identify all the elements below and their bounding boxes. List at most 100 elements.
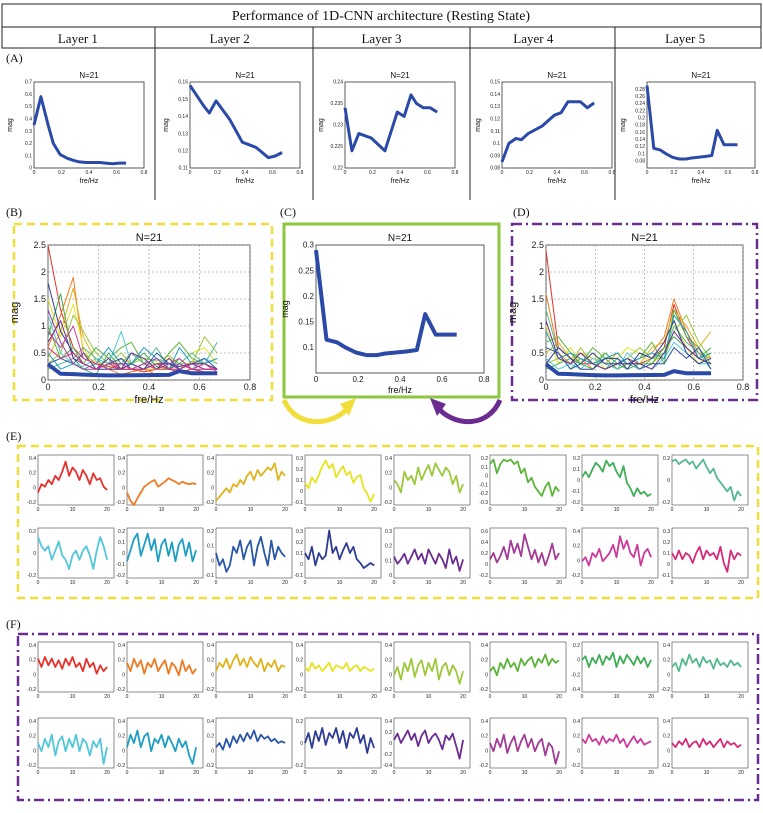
mini-chart-E-0-0: 0.4 0.2 0 -0.2: [27, 454, 115, 506]
mini-y-tick-label: 0.4: [207, 719, 214, 725]
x-tick-label: 0.4: [143, 382, 156, 392]
mini-series-line: [489, 653, 560, 677]
layer-header-2: Layer 2: [210, 31, 250, 46]
mini-y-tick-label: 0: [485, 748, 488, 754]
mini-plot-area: [671, 641, 749, 693]
mini-series-line: [489, 733, 560, 765]
mini-y-tick-label: 0: [300, 562, 303, 568]
mini-x-tick-label: 0: [581, 770, 584, 776]
mini-x-tick-label: 0: [671, 694, 674, 700]
mini-plot-area: [126, 454, 204, 506]
mini-x-tick-label: 20: [460, 694, 466, 700]
mini-x-tick-label: 20: [193, 770, 199, 776]
series-line: [645, 85, 738, 161]
mini-y-tick-label: 0.2: [481, 658, 488, 664]
mini-y-tick-label: 0.4: [481, 643, 488, 649]
mini-x-tick-label: 10: [522, 770, 528, 776]
mini-plot-area: [304, 717, 382, 769]
mini-chart-E-1-3: 0.3 0.2 0.1 0 -0.1: [294, 527, 382, 579]
x-tick-label: 0.2: [526, 170, 533, 176]
chart-title: N=21: [235, 71, 255, 80]
y-tick-label: 0: [539, 375, 544, 385]
mini-y-tick-label: 0: [33, 748, 36, 754]
x-tick-label: 0.6: [193, 382, 206, 392]
x-tick-label: 0.2: [671, 170, 678, 176]
mini-plot-area: [489, 717, 567, 769]
mini-x-tick-label: 20: [556, 507, 562, 513]
mini-y-tick-label: -0.2: [294, 763, 303, 769]
mini-chart-E-0-7: 0.2 0 -0.2: [661, 454, 749, 506]
mini-y-tick-label: 0: [667, 478, 670, 484]
y-tick-label: 0.15: [298, 317, 314, 326]
mini-y-tick-label: 0.4: [385, 719, 392, 725]
chart-title: N=21: [390, 71, 410, 80]
mini-y-tick-label: -0.2: [294, 687, 303, 693]
series-line: [32, 95, 127, 166]
mini-y-tick-label: 0.2: [118, 734, 125, 740]
x-tick-label: 0.4: [638, 382, 651, 392]
mini-y-tick-label: 0.2: [663, 456, 670, 462]
x-tick-label: 0.4: [242, 170, 249, 176]
mini-y-tick-label: -0.2: [571, 573, 580, 579]
y-tick-label: 0.5: [25, 104, 32, 110]
y-axis-label: mag: [318, 118, 325, 132]
mini-x-tick-label: 20: [648, 507, 654, 513]
y-tick-label: 0.225: [330, 144, 343, 150]
mini-plot-area: [581, 641, 659, 693]
mini-y-tick-label: -0.3: [479, 500, 488, 506]
x-tick-label: 0: [33, 170, 36, 176]
mini-series-line: [393, 462, 464, 494]
mini-x-tick-label: 0: [393, 580, 396, 586]
x-tick-label: 0.2: [92, 382, 105, 392]
mini-y-tick-label: 0.2: [663, 540, 670, 546]
mini-y-tick-label: 0.1: [118, 540, 125, 546]
mini-y-tick-label: 0.4: [207, 456, 214, 462]
y-tick-label: 2: [539, 267, 544, 277]
panel-label-a: (A): [6, 51, 23, 65]
y-tick-label: 2.5: [531, 240, 544, 250]
mini-chart-F-1-3: 0.2 0 -0.2: [294, 717, 382, 769]
mini-series-line: [37, 733, 108, 765]
y-tick-label: 0.14: [178, 114, 188, 120]
layer-header-5: Layer 5: [665, 31, 705, 46]
mini-chart-F-0-3: 0.4 0.2 0 -0.2: [294, 641, 382, 693]
x-axis-label: fre/Hz: [80, 178, 99, 185]
mini-x-tick-label: 10: [248, 580, 254, 586]
x-tick-label: 0: [646, 170, 649, 176]
y-axis-label: mag: [163, 118, 170, 132]
figure-title: Performance of 1D-CNN architecture (Rest…: [232, 9, 531, 24]
x-axis-label: fre/Hz: [630, 394, 659, 406]
mini-x-tick-label: 10: [522, 694, 528, 700]
mini-x-tick-label: 10: [614, 580, 620, 586]
mini-y-tick-label: -0.2: [479, 763, 488, 769]
mini-x-tick-label: 20: [460, 770, 466, 776]
x-tick-label: 0.6: [687, 382, 700, 392]
plot-area: [646, 81, 756, 169]
mini-x-tick-label: 10: [248, 694, 254, 700]
mini-x-tick-label: 0: [393, 507, 396, 513]
chart-title: N=21: [547, 71, 567, 80]
mini-x-tick-label: 10: [426, 694, 432, 700]
mini-x-tick-label: 20: [104, 694, 110, 700]
mini-x-tick-label: 10: [522, 580, 528, 586]
chart-A2: 0 0.2 0.4 0.6 0.8 0.11 0.12 0.13 0.14 0.15 0.16 N=2…: [163, 71, 304, 185]
mini-x-tick-label: 0: [489, 580, 492, 586]
mini-y-tick-label: 0.2: [296, 540, 303, 546]
mini-y-tick-label: 0: [300, 672, 303, 678]
x-tick-label: 0.4: [394, 375, 406, 384]
mini-x-tick-label: 10: [614, 507, 620, 513]
mini-y-tick-label: 0.2: [207, 734, 214, 740]
y-tick-label: 0.28: [635, 87, 645, 93]
x-tick-label: 0: [45, 382, 50, 392]
y-tick-label: 0.22: [333, 166, 343, 172]
mini-y-tick-label: 0.2: [29, 529, 36, 535]
mini-plot-area: [393, 454, 471, 506]
mini-chart-E-0-3: 0.3 0.2 0.1 0 -0.1: [294, 454, 382, 506]
mini-y-tick-label: 0.1: [481, 465, 488, 471]
mini-y-tick-label: 0: [122, 485, 125, 491]
purple-arrowhead-icon: [430, 398, 446, 416]
y-tick-label: 0.22: [635, 108, 645, 114]
mini-series-line: [126, 532, 197, 563]
y-tick-label: 0.5: [33, 348, 46, 358]
